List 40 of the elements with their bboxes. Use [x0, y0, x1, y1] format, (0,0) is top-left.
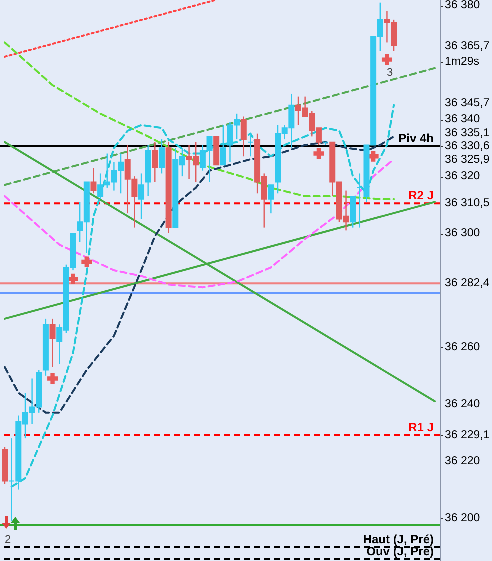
annotation: 3: [386, 67, 394, 79]
y-tick-label: 36 380: [445, 0, 480, 12]
y-tick-label: 36 320: [445, 170, 480, 183]
ref-line-label: R1 J: [408, 420, 434, 434]
y-tick-label: 36 365,7: [445, 40, 490, 52]
point: [48, 374, 58, 384]
annotation: 2: [4, 534, 12, 546]
y-tick-label: 36 260: [445, 341, 480, 354]
point: [68, 274, 78, 284]
candlestick: [220, 124, 226, 166]
candlestick: [50, 318, 56, 368]
ref-line-label: Haut (J, Pré): [363, 532, 434, 546]
y-tick-label: 36 310,5: [445, 198, 490, 210]
y-tick-label: 36 300: [445, 228, 480, 240]
candlestick: [158, 138, 165, 174]
y-tick-label: 36 345,7: [445, 97, 490, 110]
y-tick-label: 36 330,6: [445, 140, 490, 152]
ref-line-label: Piv 4h: [398, 131, 434, 146]
y-tick-label: 36 240: [445, 398, 480, 410]
y-tick-label: 36 340: [445, 114, 480, 126]
line-series: [4, 42, 396, 200]
point: [368, 151, 379, 162]
ref-line-label: R2 J: [408, 188, 434, 203]
y-tick-label: 36 220: [445, 455, 480, 468]
y-tick-label: 36 229,1: [445, 429, 490, 442]
point: [382, 54, 392, 66]
candlestick: [90, 167, 97, 194]
y-tick-label: 1m29s: [445, 56, 480, 68]
candlestick: [138, 173, 145, 220]
y-tick-label: 36 325,9: [445, 154, 490, 166]
y-tick-label: 36 335,1: [445, 128, 490, 140]
line-series: [10, 104, 396, 488]
candlestick: [152, 142, 158, 183]
candlestick: [240, 116, 247, 158]
point: [82, 256, 92, 268]
candlestick: [248, 133, 254, 158]
y-tick-label: 36 282,4: [445, 278, 490, 290]
point: [314, 148, 324, 160]
y-tick-label: 36 200: [445, 512, 480, 524]
candlestick: [268, 184, 274, 214]
